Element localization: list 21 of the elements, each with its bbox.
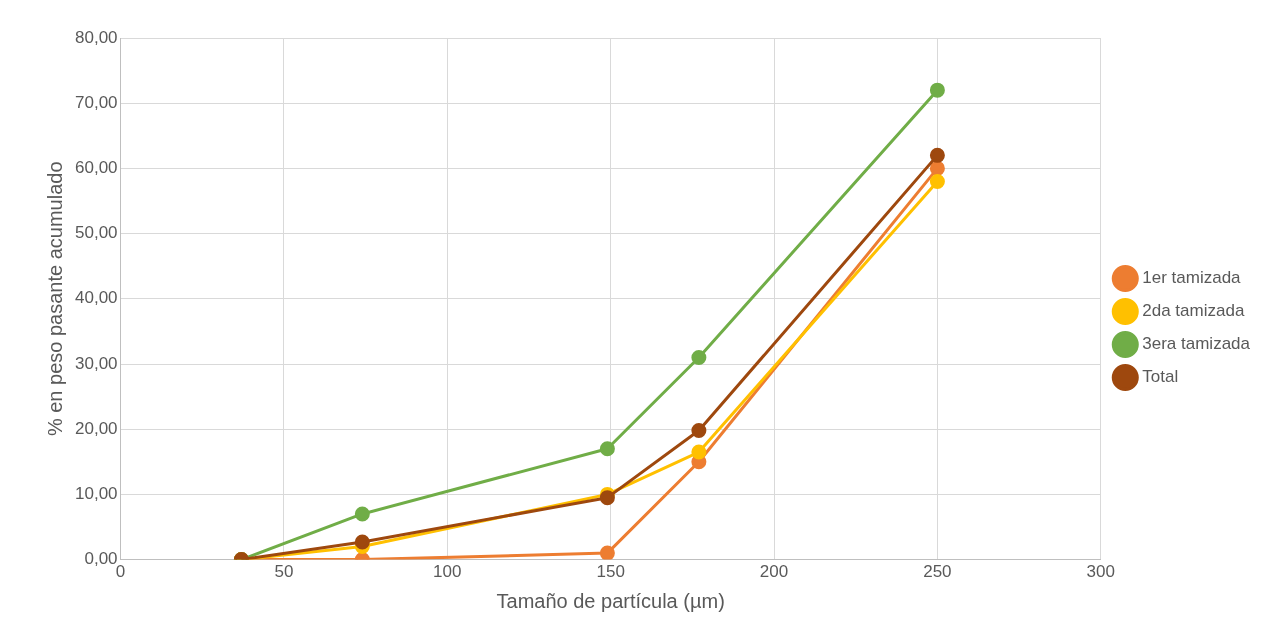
x-tick-label: 150 <box>596 562 625 582</box>
y-tick-label: 20,00 <box>74 418 118 438</box>
x-tick-label: 200 <box>759 562 789 582</box>
x-tick-label: 100 <box>433 562 462 582</box>
x-tick-label: 250 <box>923 562 952 582</box>
x-axis-title: Tamaño de partícula (µm) <box>496 589 725 612</box>
legend-label: Total <box>1142 367 1179 387</box>
y-tick-label: 80,00 <box>74 27 118 47</box>
y-axis-title: % en peso pasante acumulado <box>43 161 66 437</box>
y-tick-label: 50,00 <box>74 223 118 243</box>
x-tick-label: 0 <box>115 562 126 582</box>
y-tick-label: 40,00 <box>74 288 118 308</box>
legend-label: 1er tamizada <box>1142 268 1242 288</box>
y-tick-label: 10,00 <box>74 484 118 504</box>
x-tick-label: 50 <box>274 562 294 582</box>
y-tick-label: 30,00 <box>74 353 118 373</box>
y-tick-label: 60,00 <box>74 158 118 178</box>
y-tick-label: 70,00 <box>74 92 118 112</box>
x-tick-label: 300 <box>1086 562 1115 582</box>
legend-label: 3era tamizada <box>1142 334 1251 354</box>
legend-label: 2da tamizada <box>1142 301 1245 321</box>
